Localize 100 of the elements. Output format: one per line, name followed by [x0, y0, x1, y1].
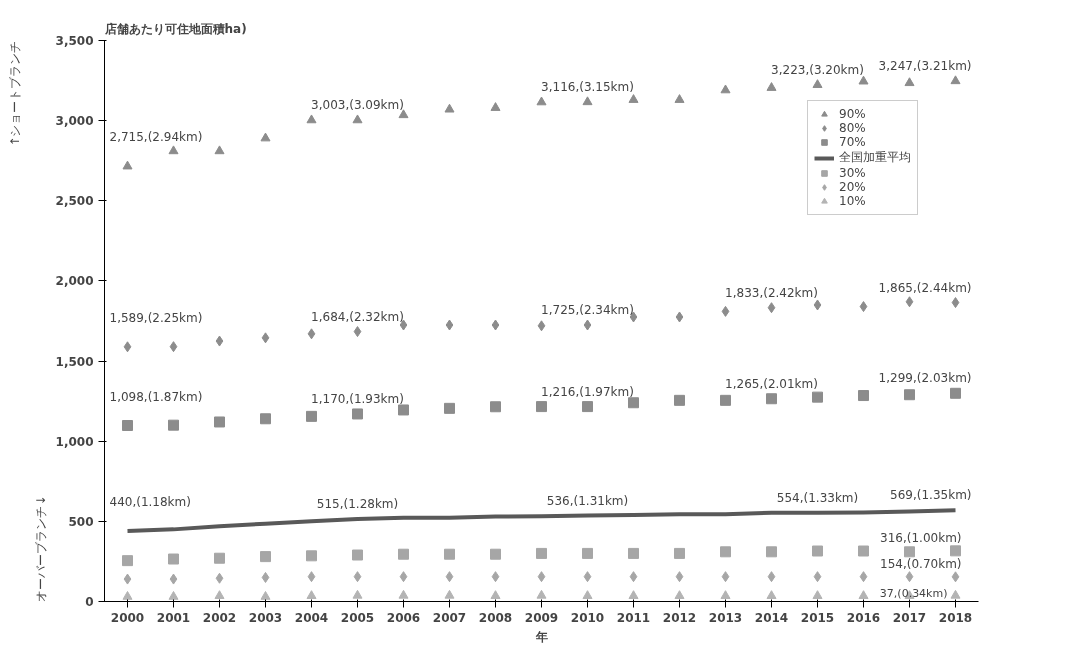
point: [951, 297, 960, 309]
text: ↑ショートブランチ: [7, 40, 22, 147]
point: [352, 589, 363, 599]
point: [766, 590, 777, 599]
point: [306, 550, 317, 562]
point: [859, 301, 868, 313]
annotation: 1,098,(1.87km): [109, 389, 203, 404]
point: [628, 590, 639, 599]
point: [904, 77, 915, 87]
point: [445, 319, 454, 331]
x-tick-label: 2011: [616, 610, 651, 625]
point: [536, 401, 547, 413]
x-tick-label: 2007: [432, 610, 467, 625]
point: [628, 397, 639, 409]
point: [168, 145, 179, 155]
point: [445, 571, 454, 583]
x-tick-label: 2015: [800, 610, 835, 625]
point: [260, 551, 271, 563]
point: [353, 326, 362, 338]
point: [261, 571, 270, 583]
point: [214, 145, 225, 155]
legend-label: 80%: [839, 121, 866, 135]
x-tick-label: 2001: [156, 610, 191, 625]
legend-label: 10%: [839, 194, 866, 208]
point: [582, 401, 593, 413]
x-tick-label: 2014: [754, 610, 789, 625]
point: [858, 545, 869, 557]
point: [122, 555, 133, 567]
y-tick-label: 3,000: [55, 114, 94, 129]
point: [490, 102, 501, 111]
point: [582, 590, 593, 599]
point: [766, 82, 777, 91]
point: [720, 394, 731, 406]
point: [720, 84, 731, 94]
annotation: 515,(1.28km): [316, 496, 399, 511]
point: [398, 109, 409, 119]
chart-title: 店舗あたり可住地面積ha): [103, 21, 247, 36]
point: [950, 545, 961, 557]
point: [122, 420, 133, 432]
text: オーバーブランチ↓: [33, 495, 48, 602]
y-tick-label: 3,500: [55, 34, 94, 48]
point: [168, 591, 179, 600]
point: [537, 571, 546, 583]
point: [674, 590, 685, 599]
point: [905, 571, 914, 583]
point: [260, 413, 271, 425]
point: [306, 590, 317, 599]
point: [950, 75, 961, 85]
point: [399, 571, 408, 583]
point: [767, 571, 776, 583]
point: [214, 552, 225, 564]
annotation: 3,247,(3.21km): [878, 59, 972, 74]
x-tick-label: 2017: [892, 610, 927, 625]
point: [352, 114, 363, 124]
point: [905, 296, 914, 308]
x-tick-label: 2008: [478, 610, 513, 625]
point: [123, 341, 132, 353]
point: [721, 305, 730, 317]
point: [675, 571, 684, 583]
x-tick-label: 2013: [708, 610, 743, 625]
point: [904, 546, 915, 558]
x-tick-label: 2016: [846, 610, 881, 625]
annotation: 1,589,(2.25km): [109, 310, 203, 325]
point: [859, 571, 868, 583]
point: [122, 160, 133, 170]
point: [398, 589, 409, 599]
point: [858, 590, 869, 599]
point: [398, 548, 409, 560]
point: [536, 96, 547, 106]
point: [168, 553, 179, 565]
annotation: 569,(1.35km): [890, 488, 972, 503]
point: [261, 332, 270, 344]
point: [536, 589, 547, 599]
annotation: 1,170,(1.93km): [311, 391, 404, 406]
annotation: 3,223,(3.20km): [771, 62, 864, 77]
point: [720, 546, 731, 558]
annotation: 1,684,(2.32km): [311, 309, 404, 324]
point: [536, 547, 547, 559]
point: [444, 402, 455, 414]
legend-label: 70%: [839, 135, 866, 149]
point: [260, 132, 271, 142]
x-tick-label: 2009: [524, 610, 559, 625]
point: [721, 571, 730, 583]
point: [214, 416, 225, 428]
x-tick-label: 2003: [248, 610, 283, 625]
point: [353, 571, 362, 583]
x-tick-label: 2002: [202, 610, 237, 625]
x-tick-label: 2006: [386, 610, 421, 625]
y-tick-label: 1,000: [55, 434, 94, 449]
y-tick-label: 2,000: [55, 274, 94, 289]
point: [214, 590, 225, 599]
point: [766, 393, 777, 405]
point: [307, 328, 316, 340]
annotation: 2,715,(2.94km): [109, 130, 203, 145]
point: [950, 589, 961, 599]
annotation: 1,865,(2.44km): [878, 280, 972, 295]
annotation: 536,(1.31km): [546, 493, 629, 508]
annotation: 1,833,(2.42km): [725, 285, 818, 300]
line-series: [125, 508, 958, 533]
y-tick-label: 0: [85, 595, 94, 609]
